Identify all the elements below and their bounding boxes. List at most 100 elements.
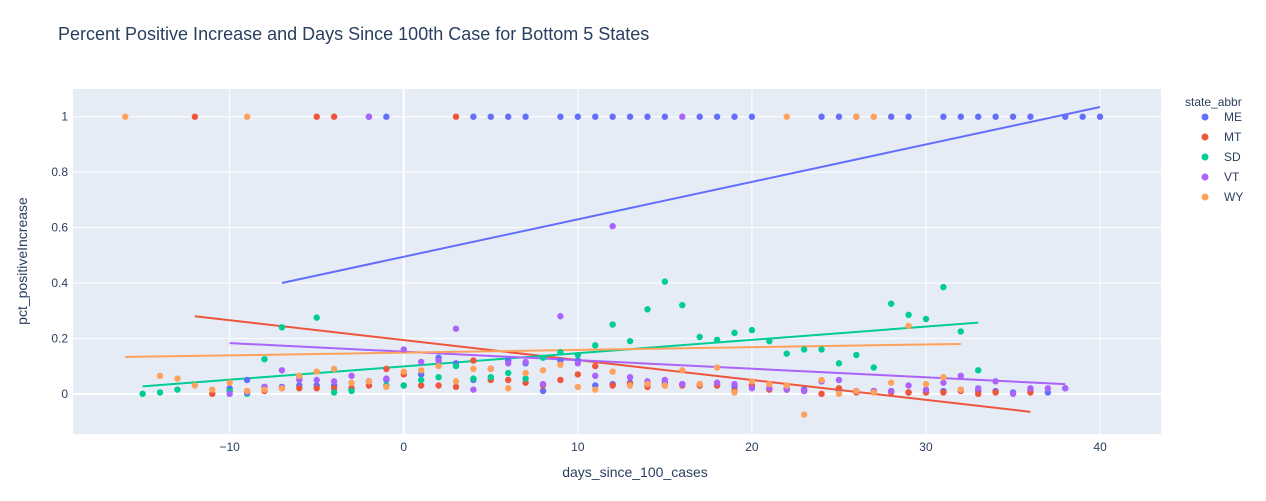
point-wy[interactable]	[609, 368, 616, 375]
point-wy[interactable]	[348, 379, 355, 386]
point-mt[interactable]	[592, 362, 599, 370]
point-mt[interactable]	[330, 113, 338, 120]
point-vt[interactable]	[313, 376, 320, 384]
point-vt[interactable]	[470, 386, 477, 393]
point-wy[interactable]	[679, 367, 686, 374]
point-vt[interactable]	[505, 360, 512, 367]
point-mt[interactable]	[557, 376, 564, 384]
point-wy[interactable]	[835, 390, 843, 398]
point-vt[interactable]	[922, 386, 930, 393]
point-mt[interactable]	[296, 385, 303, 392]
point-vt[interactable]	[452, 325, 460, 332]
point-wy[interactable]	[766, 380, 773, 388]
point-vt[interactable]	[574, 360, 582, 367]
point-vt[interactable]	[592, 372, 599, 380]
point-sd[interactable]	[922, 315, 930, 323]
point-sd[interactable]	[800, 346, 808, 353]
point-me[interactable]	[957, 113, 965, 120]
point-me[interactable]	[748, 113, 756, 120]
point-me[interactable]	[905, 113, 912, 120]
point-me[interactable]	[818, 113, 825, 120]
point-vt[interactable]	[435, 357, 442, 364]
point-vt[interactable]	[348, 372, 355, 380]
point-vt[interactable]	[1044, 385, 1052, 392]
point-me[interactable]	[626, 113, 634, 120]
point-me[interactable]	[539, 387, 547, 395]
point-wy[interactable]	[209, 386, 216, 393]
point-wy[interactable]	[539, 367, 547, 374]
point-wy[interactable]	[122, 113, 129, 120]
point-me[interactable]	[1079, 113, 1086, 120]
point-sd[interactable]	[470, 375, 477, 382]
point-vt[interactable]	[278, 367, 286, 374]
point-sd[interactable]	[835, 360, 843, 367]
point-wy[interactable]	[853, 387, 860, 395]
point-sd[interactable]	[452, 362, 460, 370]
point-wy[interactable]	[574, 383, 582, 391]
point-sd[interactable]	[574, 351, 582, 359]
point-wy[interactable]	[592, 386, 599, 393]
point-vt[interactable]	[226, 390, 233, 398]
point-wy[interactable]	[400, 368, 407, 375]
point-mt[interactable]	[940, 389, 947, 396]
point-sd[interactable]	[818, 346, 825, 353]
point-sd[interactable]	[417, 376, 425, 384]
legend-item-me[interactable]: ME	[1201, 110, 1243, 124]
point-mt[interactable]	[470, 357, 477, 364]
point-wy[interactable]	[487, 365, 494, 373]
point-me[interactable]	[975, 113, 982, 120]
point-me[interactable]	[609, 113, 616, 120]
point-wy[interactable]	[870, 389, 877, 396]
point-wy[interactable]	[853, 113, 860, 120]
point-mt[interactable]	[417, 382, 425, 389]
point-me[interactable]	[940, 113, 947, 120]
point-me[interactable]	[1009, 113, 1017, 120]
point-sd[interactable]	[522, 375, 529, 382]
legend-item-vt[interactable]: VT	[1201, 170, 1241, 184]
point-me[interactable]	[1027, 113, 1034, 120]
point-sd[interactable]	[940, 283, 947, 291]
point-sd[interactable]	[644, 306, 651, 313]
point-sd[interactable]	[870, 364, 877, 371]
point-me[interactable]	[731, 113, 738, 120]
point-wy[interactable]	[940, 373, 947, 381]
point-sd[interactable]	[713, 336, 721, 343]
point-wy[interactable]	[226, 379, 233, 386]
point-sd[interactable]	[766, 337, 773, 345]
point-sd[interactable]	[330, 389, 338, 396]
point-sd[interactable]	[435, 373, 442, 381]
point-wy[interactable]	[905, 322, 912, 330]
point-sd[interactable]	[261, 355, 268, 363]
point-wy[interactable]	[505, 385, 512, 392]
point-wy[interactable]	[748, 378, 756, 385]
point-vt[interactable]	[940, 379, 947, 386]
point-wy[interactable]	[243, 113, 251, 120]
point-sd[interactable]	[313, 314, 320, 321]
point-wy[interactable]	[783, 113, 790, 120]
point-me[interactable]	[696, 113, 703, 120]
point-vt[interactable]	[661, 376, 669, 384]
point-sd[interactable]	[539, 354, 547, 361]
point-sd[interactable]	[626, 337, 634, 345]
point-sd[interactable]	[957, 328, 965, 335]
point-wy[interactable]	[417, 367, 425, 374]
point-mt[interactable]	[313, 385, 320, 392]
point-sd[interactable]	[278, 324, 286, 331]
point-wy[interactable]	[818, 376, 825, 384]
point-mt[interactable]	[835, 385, 843, 392]
point-me[interactable]	[557, 113, 564, 120]
point-vt[interactable]	[609, 222, 616, 230]
point-wy[interactable]	[626, 382, 634, 389]
point-sd[interactable]	[174, 386, 181, 393]
point-vt[interactable]	[713, 379, 721, 386]
point-me[interactable]	[505, 113, 512, 120]
point-wy[interactable]	[800, 411, 808, 418]
point-sd[interactable]	[505, 369, 512, 377]
point-wy[interactable]	[470, 365, 477, 373]
point-wy[interactable]	[191, 382, 199, 389]
point-me[interactable]	[661, 113, 669, 120]
point-vt[interactable]	[992, 378, 999, 385]
point-sd[interactable]	[487, 373, 494, 381]
point-mt[interactable]	[505, 376, 512, 384]
point-vt[interactable]	[539, 380, 547, 388]
